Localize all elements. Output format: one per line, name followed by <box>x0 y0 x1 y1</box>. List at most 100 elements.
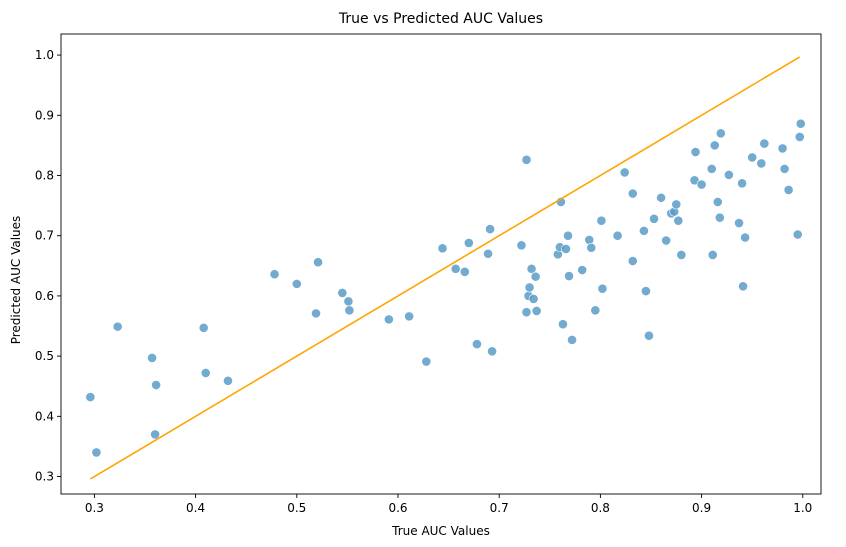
data-point-59 <box>661 235 672 246</box>
x-axis: 0.3 0.4 0.5 0.6 0.7 0.8 0.9 1.0 <box>85 494 812 515</box>
plot-frame <box>60 33 822 495</box>
data-point-68 <box>706 163 717 174</box>
y-tick-label-4: 0.7 <box>35 229 54 243</box>
data-point-74 <box>724 169 734 180</box>
data-point-21 <box>459 266 470 277</box>
data-point-28 <box>521 307 532 318</box>
data-point-73 <box>715 128 726 139</box>
data-point-13 <box>337 288 348 298</box>
data-point-46 <box>586 242 597 253</box>
y-tick-label-7: 1.0 <box>35 48 54 62</box>
data-point-14 <box>343 296 354 307</box>
data-point-77 <box>738 281 748 292</box>
data-point-22 <box>463 238 474 248</box>
data-point-76 <box>737 178 747 189</box>
data-point-9 <box>269 269 280 280</box>
data-point-26 <box>487 346 498 357</box>
reference-line <box>89 56 801 480</box>
y-tick-label-5: 0.8 <box>35 168 54 182</box>
data-point-48 <box>596 215 607 226</box>
data-point-25 <box>485 224 495 234</box>
data-point-15 <box>344 305 355 316</box>
data-point-32 <box>526 263 537 274</box>
data-point-86 <box>794 132 805 142</box>
data-point-39 <box>558 319 568 330</box>
data-point-82 <box>777 143 788 154</box>
data-point-10 <box>291 278 302 289</box>
y-tick-label-1: 0.4 <box>35 409 54 423</box>
plot-area <box>60 33 822 495</box>
data-point-52 <box>627 188 638 199</box>
data-point-2 <box>112 321 123 332</box>
data-point-12 <box>313 257 323 268</box>
data-point-31 <box>524 282 535 293</box>
data-point-85 <box>792 229 803 240</box>
data-point-58 <box>656 192 667 203</box>
x-tick-label-5: 0.8 <box>591 501 610 515</box>
y-tick-label-0: 0.3 <box>35 470 54 484</box>
data-point-34 <box>530 271 541 282</box>
data-point-63 <box>673 215 684 226</box>
data-point-41 <box>563 230 573 241</box>
data-point-80 <box>756 158 767 169</box>
data-point-75 <box>734 218 744 228</box>
y-tick-label-3: 0.6 <box>35 289 54 303</box>
data-point-44 <box>577 265 588 275</box>
data-point-6 <box>198 322 209 333</box>
data-point-57 <box>649 213 659 224</box>
x-tick-label-4: 0.7 <box>490 501 509 515</box>
data-point-62 <box>671 199 682 210</box>
data-point-23 <box>472 339 482 349</box>
data-point-42 <box>564 271 574 281</box>
data-point-1 <box>91 447 102 458</box>
data-point-40 <box>561 244 571 254</box>
data-point-4 <box>150 429 161 440</box>
data-point-3 <box>147 353 157 363</box>
data-point-20 <box>450 263 461 274</box>
x-tick-label-2: 0.5 <box>287 501 306 515</box>
data-point-33 <box>528 294 539 304</box>
data-point-7 <box>200 368 211 378</box>
data-point-19 <box>437 243 448 254</box>
data-point-54 <box>639 225 649 236</box>
x-tick-label-0: 0.3 <box>85 501 104 515</box>
y-axis-label: Predicted AUC Values <box>9 216 23 345</box>
data-point-51 <box>619 167 630 178</box>
data-point-17 <box>404 311 415 322</box>
data-point-0 <box>85 392 96 402</box>
x-tick-label-3: 0.6 <box>388 501 407 515</box>
data-point-70 <box>709 140 720 151</box>
data-point-49 <box>597 283 608 294</box>
data-point-64 <box>676 250 687 260</box>
data-point-69 <box>707 250 718 260</box>
data-point-55 <box>641 286 651 296</box>
data-point-56 <box>644 330 654 341</box>
data-point-27 <box>516 240 527 251</box>
data-point-5 <box>151 380 162 390</box>
data-point-81 <box>759 138 770 149</box>
x-axis-label: True AUC Values <box>391 524 490 538</box>
data-point-18 <box>421 356 432 367</box>
data-point-72 <box>714 212 725 223</box>
data-point-43 <box>567 334 577 345</box>
y-tick-label-2: 0.5 <box>35 349 54 363</box>
data-point-78 <box>740 232 751 243</box>
data-point-50 <box>612 230 623 241</box>
data-point-8 <box>223 375 233 386</box>
data-point-53 <box>627 256 638 266</box>
chart-title: True vs Predicted AUC Values <box>338 11 543 27</box>
data-point-24 <box>483 248 493 259</box>
data-point-71 <box>712 197 723 207</box>
data-point-16 <box>383 314 394 325</box>
data-point-83 <box>779 163 790 174</box>
y-axis: 0.3 0.4 0.5 0.6 0.7 0.8 0.9 1.0 <box>35 48 61 484</box>
data-point-87 <box>795 118 806 129</box>
x-tick-label-6: 0.9 <box>692 501 711 515</box>
data-point-11 <box>311 308 321 319</box>
data-point-47 <box>590 305 601 316</box>
data-point-67 <box>696 179 707 190</box>
x-tick-label-1: 0.4 <box>186 501 205 515</box>
data-point-29 <box>521 154 532 165</box>
data-point-79 <box>747 152 758 163</box>
